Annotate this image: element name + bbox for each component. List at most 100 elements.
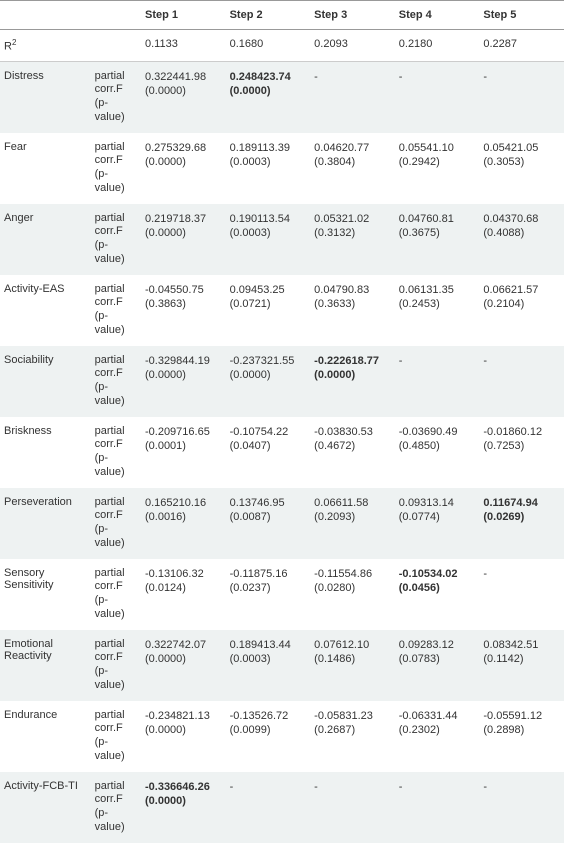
r2-value: 0.2093 <box>310 30 395 62</box>
stat-cell: 0.275329.68(0.0000) <box>141 133 226 204</box>
stat-cell: 0.05421.05(0.3053) <box>479 133 564 204</box>
variable-name: Fear <box>0 133 91 204</box>
r2-label: R2 <box>0 30 91 62</box>
stat-cell: -0.234821.13(0.0000) <box>141 701 226 772</box>
stat-cell: 0.09313.14(0.0774) <box>395 488 480 559</box>
table-row: Angerpartialcorr.F(p-value)0.219718.37(0… <box>0 204 564 275</box>
stat-cell: -0.13526.72(0.0099) <box>226 701 311 772</box>
stat-cell: 0.219718.37(0.0000) <box>141 204 226 275</box>
stat-cell: 0.06131.35(0.2453) <box>395 275 480 346</box>
table-body: R20.11330.16800.20930.21800.2287Distress… <box>0 30 564 843</box>
sub-label: partialcorr.F(p-value) <box>91 630 141 701</box>
stat-cell: - <box>479 346 564 417</box>
variable-name: Activity-EAS <box>0 275 91 346</box>
variable-name: Distress <box>0 61 91 133</box>
stat-cell: -0.222618.77(0.0000) <box>310 346 395 417</box>
stat-cell: 0.189413.44(0.0003) <box>226 630 311 701</box>
stat-cell: 0.13746.95(0.0087) <box>226 488 311 559</box>
stat-cell: 0.05541.10(0.2942) <box>395 133 480 204</box>
stat-cell: 0.11674.94(0.0269) <box>479 488 564 559</box>
stat-cell: 0.248423.74(0.0000) <box>226 61 311 133</box>
stat-cell: -0.10754.22(0.0407) <box>226 417 311 488</box>
stat-cell: -0.03690.49(0.4850) <box>395 417 480 488</box>
sub-label: partialcorr.F(p-value) <box>91 61 141 133</box>
sub-label: partialcorr.F(p-value) <box>91 772 141 843</box>
sub-label: partialcorr.F(p-value) <box>91 204 141 275</box>
stat-cell: -0.05591.12(0.2898) <box>479 701 564 772</box>
stat-cell: 0.04370.68(0.4088) <box>479 204 564 275</box>
r2-value: 0.2287 <box>479 30 564 62</box>
r2-value: 0.1133 <box>141 30 226 62</box>
table-row: Brisknesspartialcorr.F(p-value)-0.209716… <box>0 417 564 488</box>
table-row: Distresspartialcorr.F(p-value)0.322441.9… <box>0 61 564 133</box>
stat-cell: - <box>310 61 395 133</box>
r2-value: 0.2180 <box>395 30 480 62</box>
stat-cell: 0.07612.10(0.1486) <box>310 630 395 701</box>
header-step4: Step 4 <box>395 1 480 30</box>
table-row: Emotional Reactivitypartialcorr.F(p-valu… <box>0 630 564 701</box>
stat-cell: 0.06611.58(0.2093) <box>310 488 395 559</box>
stat-cell: - <box>395 772 480 843</box>
stat-cell: -0.06331.44(0.2302) <box>395 701 480 772</box>
table-row: Endurancepartialcorr.F(p-value)-0.234821… <box>0 701 564 772</box>
stat-cell: 0.04760.81(0.3675) <box>395 204 480 275</box>
variable-name: Endurance <box>0 701 91 772</box>
stat-cell: - <box>395 346 480 417</box>
stat-cell: 0.190113.54(0.0003) <box>226 204 311 275</box>
stat-cell: - <box>479 559 564 630</box>
stat-cell: -0.01860.12(0.7253) <box>479 417 564 488</box>
table-row: Activity-EASpartialcorr.F(p-value)-0.045… <box>0 275 564 346</box>
variable-name: Sociability <box>0 346 91 417</box>
sub-label: partialcorr.F(p-value) <box>91 133 141 204</box>
r2-row: R20.11330.16800.20930.21800.2287 <box>0 30 564 62</box>
sub-label: partialcorr.F(p-value) <box>91 417 141 488</box>
stat-cell: 0.04620.77(0.3804) <box>310 133 395 204</box>
sub-label: partialcorr.F(p-value) <box>91 559 141 630</box>
header-blank1 <box>0 1 91 30</box>
stat-cell: -0.05831.23(0.2687) <box>310 701 395 772</box>
sub-label: partialcorr.F(p-value) <box>91 275 141 346</box>
stat-cell: -0.209716.65(0.0001) <box>141 417 226 488</box>
stat-cell: -0.03830.53(0.4672) <box>310 417 395 488</box>
stat-cell: 0.165210.16(0.0016) <box>141 488 226 559</box>
variable-name: Sensory Sensitivity <box>0 559 91 630</box>
stat-cell: -0.237321.55(0.0000) <box>226 346 311 417</box>
stat-cell: -0.10534.02(0.0456) <box>395 559 480 630</box>
table-row: Sociabilitypartialcorr.F(p-value)-0.3298… <box>0 346 564 417</box>
variable-name: Briskness <box>0 417 91 488</box>
table-row: Sensory Sensitivitypartialcorr.F(p-value… <box>0 559 564 630</box>
sub-label: partialcorr.F(p-value) <box>91 701 141 772</box>
table-row: Perseverationpartialcorr.F(p-value)0.165… <box>0 488 564 559</box>
header-step1: Step 1 <box>141 1 226 30</box>
stat-cell: 0.322441.98(0.0000) <box>141 61 226 133</box>
stat-cell: -0.11875.16(0.0237) <box>226 559 311 630</box>
stat-cell: 0.09283.12(0.0783) <box>395 630 480 701</box>
stat-cell: -0.329844.19(0.0000) <box>141 346 226 417</box>
stat-cell: - <box>310 772 395 843</box>
stat-cell: - <box>395 61 480 133</box>
regression-table: Step 1 Step 2 Step 3 Step 4 Step 5 R2 0.1… <box>0 0 564 843</box>
header-blank2 <box>91 1 141 30</box>
header-row: Step 1 Step 2 Step 3 Step 4 Step 5 <box>0 1 564 30</box>
stat-cell: 0.04790.83(0.3633) <box>310 275 395 346</box>
sub-label: partialcorr.F(p-value) <box>91 488 141 559</box>
stat-cell: - <box>479 772 564 843</box>
header-step2: Step 2 <box>226 1 311 30</box>
sub-label: partialcorr.F(p-value) <box>91 346 141 417</box>
stat-cell: - <box>479 61 564 133</box>
stat-cell: 0.08342.51(0.1142) <box>479 630 564 701</box>
stat-cell: 0.06621.57(0.2104) <box>479 275 564 346</box>
stat-cell: 0.09453.25(0.0721) <box>226 275 311 346</box>
stat-cell: -0.04550.75(0.3863) <box>141 275 226 346</box>
variable-name: Anger <box>0 204 91 275</box>
stat-cell: -0.11554.86(0.0280) <box>310 559 395 630</box>
variable-name: Emotional Reactivity <box>0 630 91 701</box>
table-row: Activity-FCB-TIpartialcorr.F(p-value)-0.… <box>0 772 564 843</box>
stat-cell: -0.336646.26(0.0000) <box>141 772 226 843</box>
table-row: Fearpartialcorr.F(p-value)0.275329.68(0.… <box>0 133 564 204</box>
header-step3: Step 3 <box>310 1 395 30</box>
variable-name: Perseveration <box>0 488 91 559</box>
header-step5: Step 5 <box>479 1 564 30</box>
variable-name: Activity-FCB-TI <box>0 772 91 843</box>
stat-cell: 0.322742.07(0.0000) <box>141 630 226 701</box>
